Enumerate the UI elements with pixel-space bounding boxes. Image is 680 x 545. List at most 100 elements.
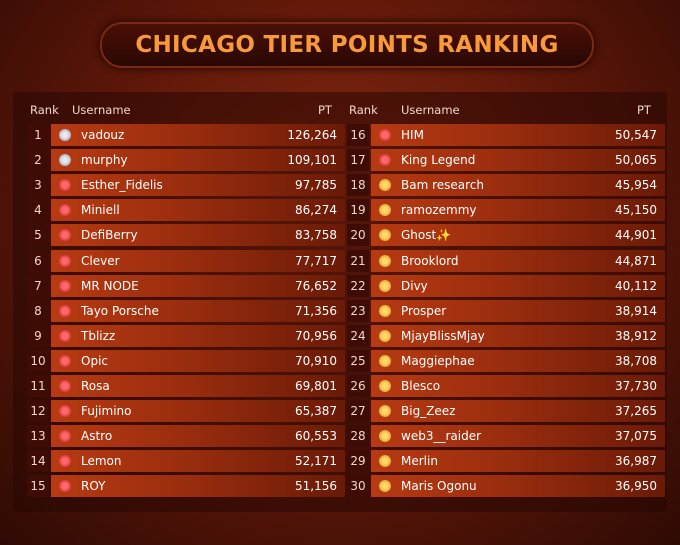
username: Rosa — [81, 379, 110, 393]
tier-icon — [59, 329, 71, 342]
row-body: Tayo Porsche 71,356 — [51, 299, 345, 322]
username: Bam research — [401, 178, 485, 193]
username: Esther_Fidelis — [81, 178, 163, 193]
rank: 1 — [27, 124, 49, 146]
points: 126,264 — [287, 128, 337, 142]
username: ROY — [81, 479, 106, 494]
username: Maggiephae — [401, 353, 475, 368]
rank: 18 — [347, 174, 369, 197]
points: 38,708 — [615, 353, 657, 368]
ranking-row: 25 Maggiephae 38,708 — [347, 349, 665, 372]
username: HIM — [401, 128, 424, 142]
ranking-row: 16 HIM 50,547 — [347, 124, 665, 146]
rank: 12 — [27, 400, 49, 423]
rank: 26 — [347, 375, 369, 397]
tier-icon — [379, 229, 391, 242]
ranking-row: 19 ramozemmy 45,150 — [347, 199, 665, 222]
tier-icon — [59, 380, 71, 392]
tier-icon — [379, 179, 391, 192]
rank: 21 — [347, 249, 369, 272]
username: vadouz — [81, 128, 125, 142]
rank: 22 — [347, 274, 369, 297]
header-pt: PT — [637, 103, 651, 117]
tier-icon — [379, 154, 391, 167]
ranking-row: 2 murphy 109,101 — [27, 149, 345, 172]
header-rank: Rank — [349, 103, 378, 117]
title-banner: CHICAGO TIER POINTS RANKING — [100, 22, 594, 68]
tier-icon — [379, 430, 391, 443]
points: 37,265 — [615, 404, 657, 419]
points: 45,954 — [615, 178, 657, 193]
tier-icon — [59, 304, 71, 317]
points: 109,101 — [287, 153, 337, 168]
rank: 24 — [347, 324, 369, 347]
header-rank: Rank — [30, 103, 59, 117]
username: Miniell — [81, 203, 120, 218]
username: Maris Ogonu — [401, 479, 477, 494]
row-body: ROY 51,156 — [51, 475, 345, 498]
row-body: Maggiephae 38,708 — [371, 349, 665, 372]
points: 50,065 — [615, 153, 657, 168]
tier-icon — [379, 329, 391, 342]
points: 76,652 — [295, 278, 337, 293]
tier-icon — [59, 254, 71, 267]
tier-icon — [59, 455, 71, 468]
ranking-row: 3 Esther_Fidelis 97,785 — [27, 174, 345, 197]
ranking-row: 13 Astro 60,553 — [27, 425, 345, 448]
tier-icon — [59, 179, 71, 192]
rank: 25 — [347, 349, 369, 372]
rank: 13 — [27, 425, 49, 448]
ranking-row: 27 Big_Zeez 37,265 — [347, 400, 665, 423]
ranking-row: 18 Bam research 45,954 — [347, 174, 665, 197]
rank: 30 — [347, 475, 369, 498]
row-body: Tblizz 70,956 — [51, 324, 345, 347]
tier-icon — [59, 229, 71, 242]
points: 40,112 — [615, 278, 657, 293]
username: murphy — [81, 153, 128, 168]
ranking-row: 29 Merlin 36,987 — [347, 450, 665, 473]
rank: 28 — [347, 425, 369, 448]
username: Opic — [81, 353, 108, 368]
points: 52,171 — [295, 454, 337, 469]
tier-icon — [379, 405, 391, 418]
rank: 17 — [347, 149, 369, 172]
tier-icon — [379, 204, 391, 217]
ranking-row: 10 Opic 70,910 — [27, 349, 345, 372]
tier-icon — [379, 380, 391, 392]
points: 86,274 — [295, 203, 337, 218]
row-body: Astro 60,553 — [51, 425, 345, 448]
tier-icon — [59, 480, 71, 493]
tier-icon — [59, 430, 71, 443]
row-body: Bam research 45,954 — [371, 174, 665, 197]
username: Ghost✨ — [401, 228, 452, 243]
tier-icon — [379, 129, 391, 141]
rank: 14 — [27, 450, 49, 473]
points: 77,717 — [295, 253, 337, 268]
tier-icon — [379, 254, 391, 267]
row-body: Big_Zeez 37,265 — [371, 400, 665, 423]
tier-icon — [59, 154, 71, 167]
points: 65,387 — [295, 404, 337, 419]
points: 45,150 — [615, 203, 657, 218]
ranking-row: 5 DefiBerry 83,758 — [27, 224, 345, 247]
ranking-row: 6 Clever 77,717 — [27, 249, 345, 272]
rank: 11 — [27, 375, 49, 397]
row-body: Esther_Fidelis 97,785 — [51, 174, 345, 197]
row-body: vadouz 126,264 — [51, 124, 345, 146]
points: 97,785 — [295, 178, 337, 193]
points: 37,730 — [615, 379, 657, 393]
points: 44,871 — [615, 253, 657, 268]
header-username: Username — [72, 103, 131, 117]
row-body: ramozemmy 45,150 — [371, 199, 665, 222]
points: 36,950 — [615, 479, 657, 494]
rank: 16 — [347, 124, 369, 146]
ranking-row: 15 ROY 51,156 — [27, 475, 345, 498]
row-body: Divy 40,112 — [371, 274, 665, 297]
tier-icon — [59, 129, 71, 141]
points: 69,801 — [295, 379, 337, 393]
row-body: Prosper 38,914 — [371, 299, 665, 322]
row-body: Rosa 69,801 — [51, 375, 345, 397]
title: CHICAGO TIER POINTS RANKING — [135, 32, 559, 58]
ranking-row: 28 web3__raider 37,075 — [347, 425, 665, 448]
